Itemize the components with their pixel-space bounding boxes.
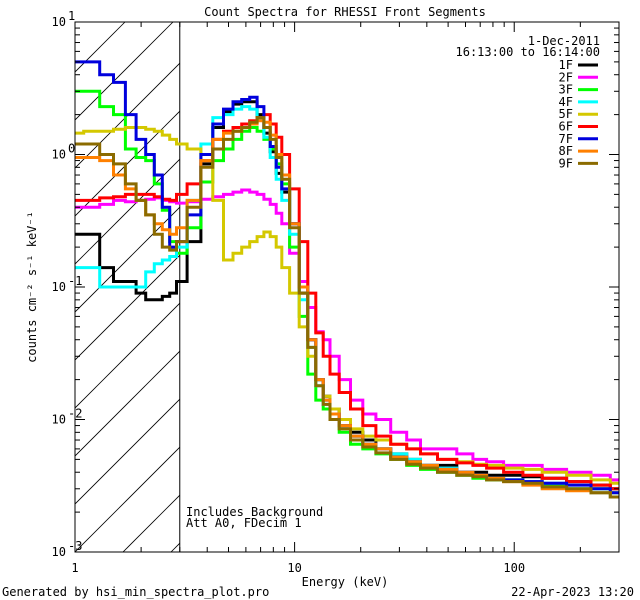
x-tick-label: 100 [503,561,525,575]
axis-ticks [74,21,620,553]
footer-generated-by: Generated by hsi_min_spectra_plot.pro [2,585,269,599]
hatch-line [75,254,180,361]
y-tick-label: 10 [52,413,66,427]
annotation-attenuator: Att A0, FDecim 1 [186,516,302,530]
x-tick-label: 1 [71,561,78,575]
hatch-line [75,158,180,265]
y-tick-exponent: -2 [68,407,82,421]
series-8f [75,119,619,499]
legend-label-8f: 8F [559,144,573,158]
y-tick-label: 10 [52,280,66,294]
series-6f [75,113,619,491]
hatch-line [75,446,180,552]
y-tick-label: 10 [52,148,66,162]
legend-label-3f: 3F [559,83,573,97]
legend-label-1f: 1F [559,58,573,72]
legend-date: 1-Dec-2011 [528,34,600,48]
y-tick-exponent: -3 [68,539,82,553]
legend-label-5f: 5F [559,107,573,121]
legend: 1-Dec-2011 16:13:00 to 16:14:00 1F2F3F4F… [456,34,601,170]
y-tick-label: 10 [52,545,66,559]
x-tick-label: 10 [287,561,301,575]
hatch-line [75,62,180,169]
hatch-line [363,22,640,552]
x-tick-labels: 1 10 100 [71,561,525,575]
hatch-line [603,22,640,552]
legend-label-7f: 7F [559,132,573,146]
legend-label-9f: 9F [559,156,573,170]
plot-frame [74,21,620,553]
annotation-background: Includes Background [186,505,323,519]
series-9f [75,116,619,499]
series-group [75,60,619,499]
y-tick-exponent: 1 [68,9,75,23]
hatch-line [75,398,180,505]
legend-label-2f: 2F [559,70,573,84]
legend-label-6f: 6F [559,120,573,134]
series-4f [75,105,619,499]
hatch-line [75,22,174,121]
chart-title: Count Spectra for RHESSI Front Segments [204,5,486,19]
series-1f [75,100,619,491]
y-tick-exponent: 0 [68,142,75,156]
legend-time-range: 16:13:00 to 16:14:00 [456,45,601,59]
legend-label-4f: 4F [559,95,573,109]
footer-timestamp: 22-Apr-2023 13:20 [511,585,634,599]
series-3f [75,89,619,495]
y-tick-label: 10 [52,15,66,29]
y-tick-exponent: -1 [68,274,82,288]
y-axis-label: counts cm⁻² s⁻¹ keV⁻¹ [25,211,39,363]
x-axis-label: Energy (keV) [302,575,389,589]
